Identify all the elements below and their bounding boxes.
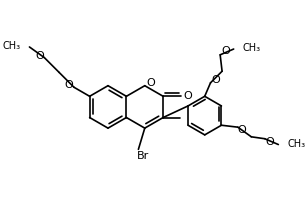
- Text: O: O: [211, 75, 220, 85]
- Text: O: O: [146, 78, 155, 88]
- Text: CH₃: CH₃: [287, 139, 305, 149]
- Text: O: O: [65, 80, 74, 90]
- Text: O: O: [35, 51, 44, 61]
- Text: O: O: [222, 46, 230, 56]
- Text: CH₃: CH₃: [242, 43, 260, 53]
- Text: O: O: [265, 137, 274, 147]
- Text: O: O: [184, 91, 192, 101]
- Text: Br: Br: [137, 151, 149, 161]
- Text: CH₃: CH₃: [3, 41, 21, 51]
- Text: O: O: [237, 125, 246, 135]
